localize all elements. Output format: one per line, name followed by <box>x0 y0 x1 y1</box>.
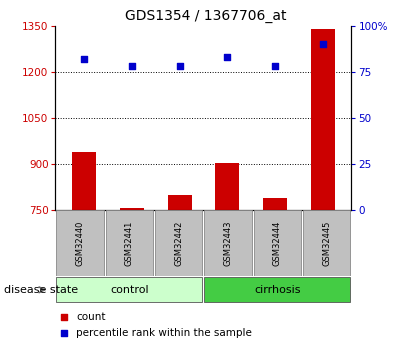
Bar <box>72 152 96 210</box>
Bar <box>168 195 192 210</box>
Bar <box>204 210 252 276</box>
Point <box>224 55 231 60</box>
Text: GSM32444: GSM32444 <box>273 220 282 266</box>
Bar <box>106 210 153 276</box>
Bar <box>204 277 351 302</box>
Point <box>129 64 135 69</box>
Point <box>61 330 68 336</box>
Text: GDS1354 / 1367706_at: GDS1354 / 1367706_at <box>125 9 286 23</box>
Text: control: control <box>110 285 149 295</box>
Text: GSM32445: GSM32445 <box>322 220 331 266</box>
Point <box>319 42 326 47</box>
Bar <box>215 163 239 210</box>
Point <box>176 64 183 69</box>
Text: GSM32442: GSM32442 <box>174 220 183 266</box>
Text: GSM32443: GSM32443 <box>224 220 233 266</box>
Bar <box>303 210 351 276</box>
Text: count: count <box>76 313 106 322</box>
Text: cirrhosis: cirrhosis <box>254 285 301 295</box>
Bar <box>120 208 144 210</box>
Point <box>272 64 278 69</box>
Bar <box>254 210 301 276</box>
Point <box>81 56 88 62</box>
Text: GSM32441: GSM32441 <box>125 220 134 266</box>
Text: percentile rank within the sample: percentile rank within the sample <box>76 328 252 338</box>
Bar <box>56 210 104 276</box>
Text: GSM32440: GSM32440 <box>76 220 85 266</box>
Bar <box>311 29 335 210</box>
Bar <box>263 198 287 210</box>
Bar <box>155 210 203 276</box>
Text: disease state: disease state <box>4 285 78 295</box>
Point <box>61 315 68 320</box>
Bar <box>56 277 203 302</box>
